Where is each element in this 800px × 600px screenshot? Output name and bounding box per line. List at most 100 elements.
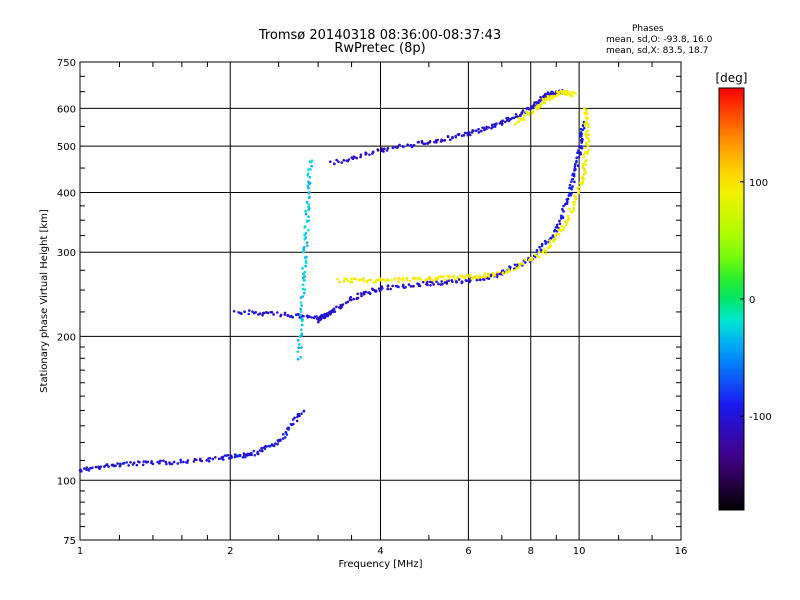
trace-point: [557, 228, 560, 232]
trace-point: [365, 280, 369, 284]
trace-point: [299, 307, 303, 311]
x-tick-label: 10: [573, 546, 586, 557]
trace-point: [511, 116, 514, 120]
trace-point: [426, 142, 429, 145]
trace-point: [487, 277, 491, 281]
trace-point: [168, 462, 172, 466]
trace-point: [558, 219, 561, 223]
trace-point: [397, 280, 400, 284]
trace-point: [548, 241, 552, 245]
trace-point: [582, 126, 586, 130]
trace-point: [342, 280, 346, 283]
trace-point: [97, 465, 100, 469]
trace-point: [376, 148, 380, 151]
trace-point: [232, 309, 236, 313]
trace-point: [457, 278, 461, 281]
trace-point: [554, 237, 557, 241]
trace-point: [250, 451, 253, 455]
trace-point: [297, 412, 301, 416]
trace-point: [125, 461, 129, 464]
trace-point: [583, 107, 586, 110]
trace-point: [386, 146, 390, 150]
trace-point: [360, 294, 363, 298]
trace-point: [501, 119, 504, 123]
trace-point: [496, 271, 499, 274]
trace-point: [587, 149, 590, 152]
trace-point: [538, 245, 541, 249]
trace-point: [318, 316, 322, 319]
trace-point: [306, 184, 310, 188]
trace-point: [301, 267, 304, 270]
trace-point: [544, 249, 548, 253]
trace-point: [573, 200, 576, 204]
trace-point: [242, 452, 246, 455]
trace-point: [579, 131, 583, 134]
trace-point: [452, 274, 456, 278]
trace-point: [487, 273, 491, 277]
trace-point: [540, 242, 544, 246]
trace-point: [312, 316, 316, 320]
chart-subtitle: RwPretec (8p): [334, 41, 426, 56]
trace-point: [281, 437, 285, 440]
trace-point: [278, 438, 281, 442]
trace-point: [523, 261, 527, 264]
trace-point: [584, 163, 588, 167]
trace-point: [496, 273, 499, 276]
trace-point: [513, 123, 517, 126]
trace-point: [304, 224, 307, 228]
trace-point: [279, 313, 283, 317]
trace-point: [582, 173, 586, 176]
trace-point: [85, 466, 89, 469]
trace-point: [352, 297, 355, 301]
trace-point: [412, 284, 415, 288]
trace-point: [99, 465, 103, 468]
trace-point: [529, 106, 533, 110]
trace-point: [543, 92, 547, 96]
trace-point: [455, 280, 458, 284]
trace-point: [158, 462, 161, 465]
trace-point: [426, 283, 429, 287]
trace-point: [460, 280, 464, 284]
trace-point: [329, 311, 332, 315]
trace-point: [574, 92, 578, 95]
trace-point: [118, 462, 122, 466]
trace-point: [307, 186, 310, 190]
trace-point: [362, 277, 365, 280]
trace-point: [226, 453, 230, 457]
trace-point: [303, 270, 307, 274]
trace-point: [521, 109, 525, 112]
trace-point: [362, 292, 366, 296]
trace-point: [581, 166, 585, 170]
trace-point: [446, 274, 449, 278]
trace-point: [560, 89, 564, 93]
trace-point: [568, 186, 571, 190]
trace-point: [374, 289, 378, 293]
trace-point: [390, 279, 393, 282]
trace-point: [396, 145, 399, 149]
trace-point: [301, 276, 305, 280]
trace-point: [492, 274, 495, 277]
phase-stats-x: mean, sd,X: 83.5, 18.7: [606, 46, 709, 56]
trace-point: [584, 111, 588, 114]
trace-point: [297, 346, 301, 350]
trace-point: [266, 311, 270, 315]
trace-point: [182, 460, 185, 464]
trace-point: [546, 94, 550, 98]
trace-point: [574, 195, 578, 199]
trace-point: [566, 197, 570, 201]
trace-point: [404, 285, 407, 289]
trace-point: [241, 455, 245, 459]
trace-point: [91, 466, 94, 470]
trace-point: [296, 338, 300, 342]
trace-point: [256, 450, 259, 454]
trace-point: [479, 129, 483, 133]
trace-point: [235, 454, 238, 457]
trace-point: [572, 172, 576, 176]
trace-point: [585, 136, 589, 140]
trace-point: [525, 110, 528, 114]
trace-point: [205, 459, 209, 462]
trace-point: [306, 244, 309, 248]
trace-point: [300, 346, 303, 349]
trace-point: [470, 131, 474, 134]
trace-point: [337, 160, 340, 164]
